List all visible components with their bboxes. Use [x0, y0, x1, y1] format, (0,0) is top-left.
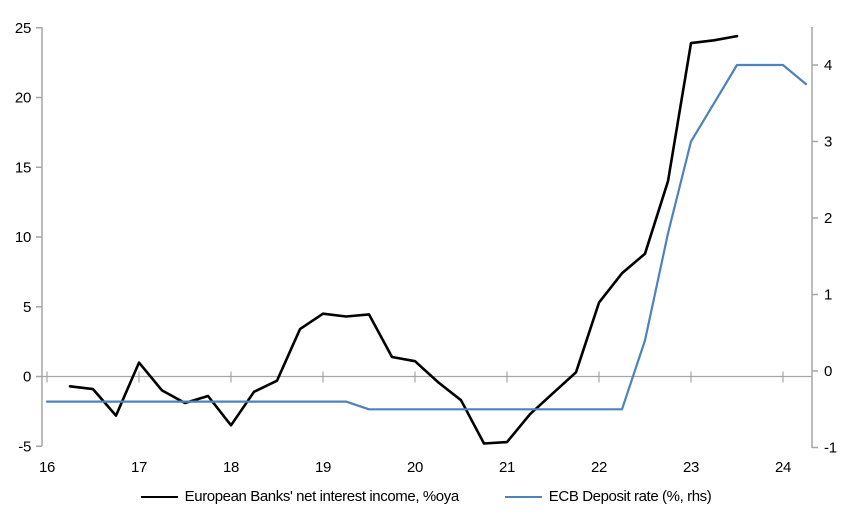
- black-line-swatch-icon: [140, 495, 178, 498]
- ecb-deposit-rate-line: [45, 63, 808, 411]
- x-axis-tick-label: 23: [683, 459, 699, 476]
- net-interest-income-line: [68, 34, 739, 445]
- left-axis-tick-label: 10: [15, 229, 31, 246]
- legend-label-net-interest-income: European Banks' net interest income, %oy…: [184, 488, 460, 505]
- right-axis-tick-label: 2: [824, 210, 832, 227]
- x-axis-tick-label: 22: [591, 459, 607, 476]
- chart-legend: European Banks' net interest income, %oy…: [0, 488, 852, 505]
- x-axis-tick-label: 24: [775, 459, 791, 476]
- right-axis-tick-label: 3: [824, 134, 832, 151]
- legend-label-ecb-deposit-rate: ECB Deposit rate (%, rhs): [548, 488, 712, 505]
- legend-item-ecb-deposit-rate: ECB Deposit rate (%, rhs): [504, 488, 712, 505]
- left-axis-tick-label: 5: [23, 299, 31, 316]
- x-axis-tick-label: 18: [223, 459, 239, 476]
- left-axis-tick-label: 25: [15, 20, 31, 37]
- right-axis-tick-label: 1: [824, 287, 832, 304]
- x-axis-tick-label: 19: [315, 459, 331, 476]
- left-axis-tick-label: 0: [23, 369, 31, 386]
- left-axis-tick-label: 15: [15, 159, 31, 176]
- right-axis-tick-label: 0: [824, 363, 832, 380]
- x-axis-tick-label: 21: [499, 459, 515, 476]
- x-axis-tick-label: 16: [39, 459, 55, 476]
- legend-item-net-interest-income: European Banks' net interest income, %oy…: [140, 488, 460, 505]
- left-axis-tick-label: 20: [15, 90, 31, 107]
- right-axis-tick-label: -1: [824, 440, 837, 457]
- x-axis-tick-label: 20: [407, 459, 423, 476]
- left-axis-tick-label: -5: [18, 438, 31, 455]
- right-axis-tick-label: 4: [824, 57, 832, 74]
- blue-line-swatch-icon: [504, 495, 542, 498]
- x-axis-tick-label: 17: [131, 459, 147, 476]
